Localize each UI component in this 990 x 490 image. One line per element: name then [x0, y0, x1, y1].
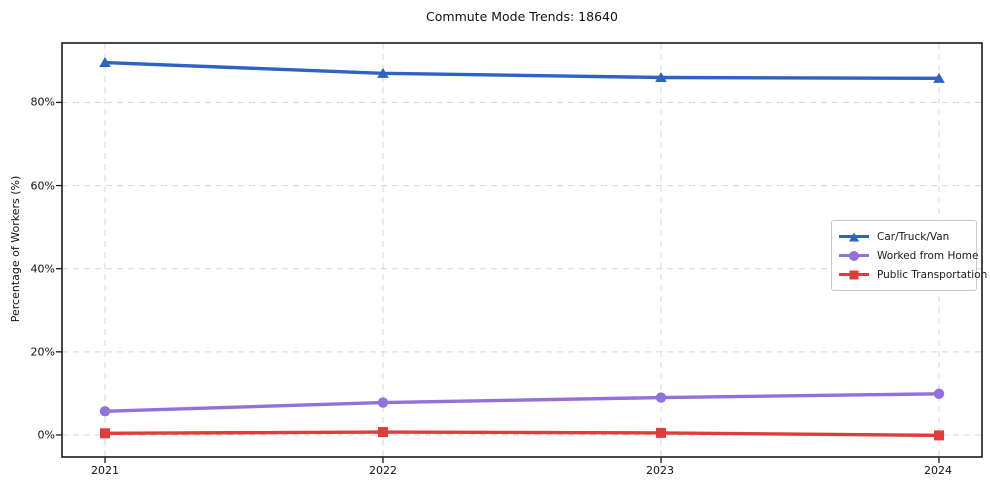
y-tick-label-40: 40% — [30, 262, 55, 276]
data-point-marker — [934, 430, 944, 441]
y-tick-label-60: 60% — [30, 179, 55, 193]
data-point-marker — [933, 388, 945, 400]
legend-label: Public Transportation — [877, 268, 988, 281]
series-line — [104, 60, 940, 81]
legend-item-worked-from-home: Worked from Home — [839, 246, 978, 265]
series-line — [104, 392, 940, 413]
data-point-marker — [100, 428, 110, 439]
data-point-marker — [99, 406, 111, 417]
square-marker-icon — [849, 270, 859, 279]
data-point-marker — [377, 67, 389, 78]
legend-label: Car/Truck/Van — [877, 230, 950, 243]
series-line — [104, 430, 940, 438]
x-tick-label-2022: 2022 — [369, 464, 397, 477]
legend-item-car-truck-van: Car/Truck/Van — [839, 227, 969, 246]
data-point-marker — [99, 57, 111, 68]
x-tick-label-2023: 2023 — [646, 464, 674, 477]
legend-label: Worked from Home — [877, 249, 979, 262]
y-tick-label-80: 80% — [30, 95, 55, 109]
legend-line-sample — [839, 270, 869, 279]
x-tick-label-2024: 2024 — [924, 464, 952, 477]
legend-item-public-transportation: Public Transportation — [839, 265, 987, 284]
data-point-marker — [655, 72, 667, 82]
x-tick-label-2021: 2021 — [91, 464, 119, 477]
data-point-marker — [378, 427, 388, 438]
y-tick-label-20: 20% — [30, 345, 55, 359]
data-point-marker — [377, 397, 389, 408]
legend: Car/Truck/Van Worked from Home Public Tr… — [831, 220, 987, 291]
legend-line-sample — [839, 250, 869, 261]
legend-line-sample — [839, 232, 869, 241]
y-tick-label-0: 0% — [37, 428, 55, 442]
data-point-marker — [655, 392, 667, 403]
triangle-marker-icon — [849, 232, 859, 241]
y-axis-label: Percentage of Workers (%) — [9, 175, 22, 323]
data-point-marker — [933, 72, 945, 83]
plot-border — [61, 42, 983, 458]
chart-title: Commute Mode Trends: 18640 — [426, 9, 618, 24]
data-point-marker — [656, 427, 666, 438]
circle-marker-icon — [849, 250, 859, 261]
